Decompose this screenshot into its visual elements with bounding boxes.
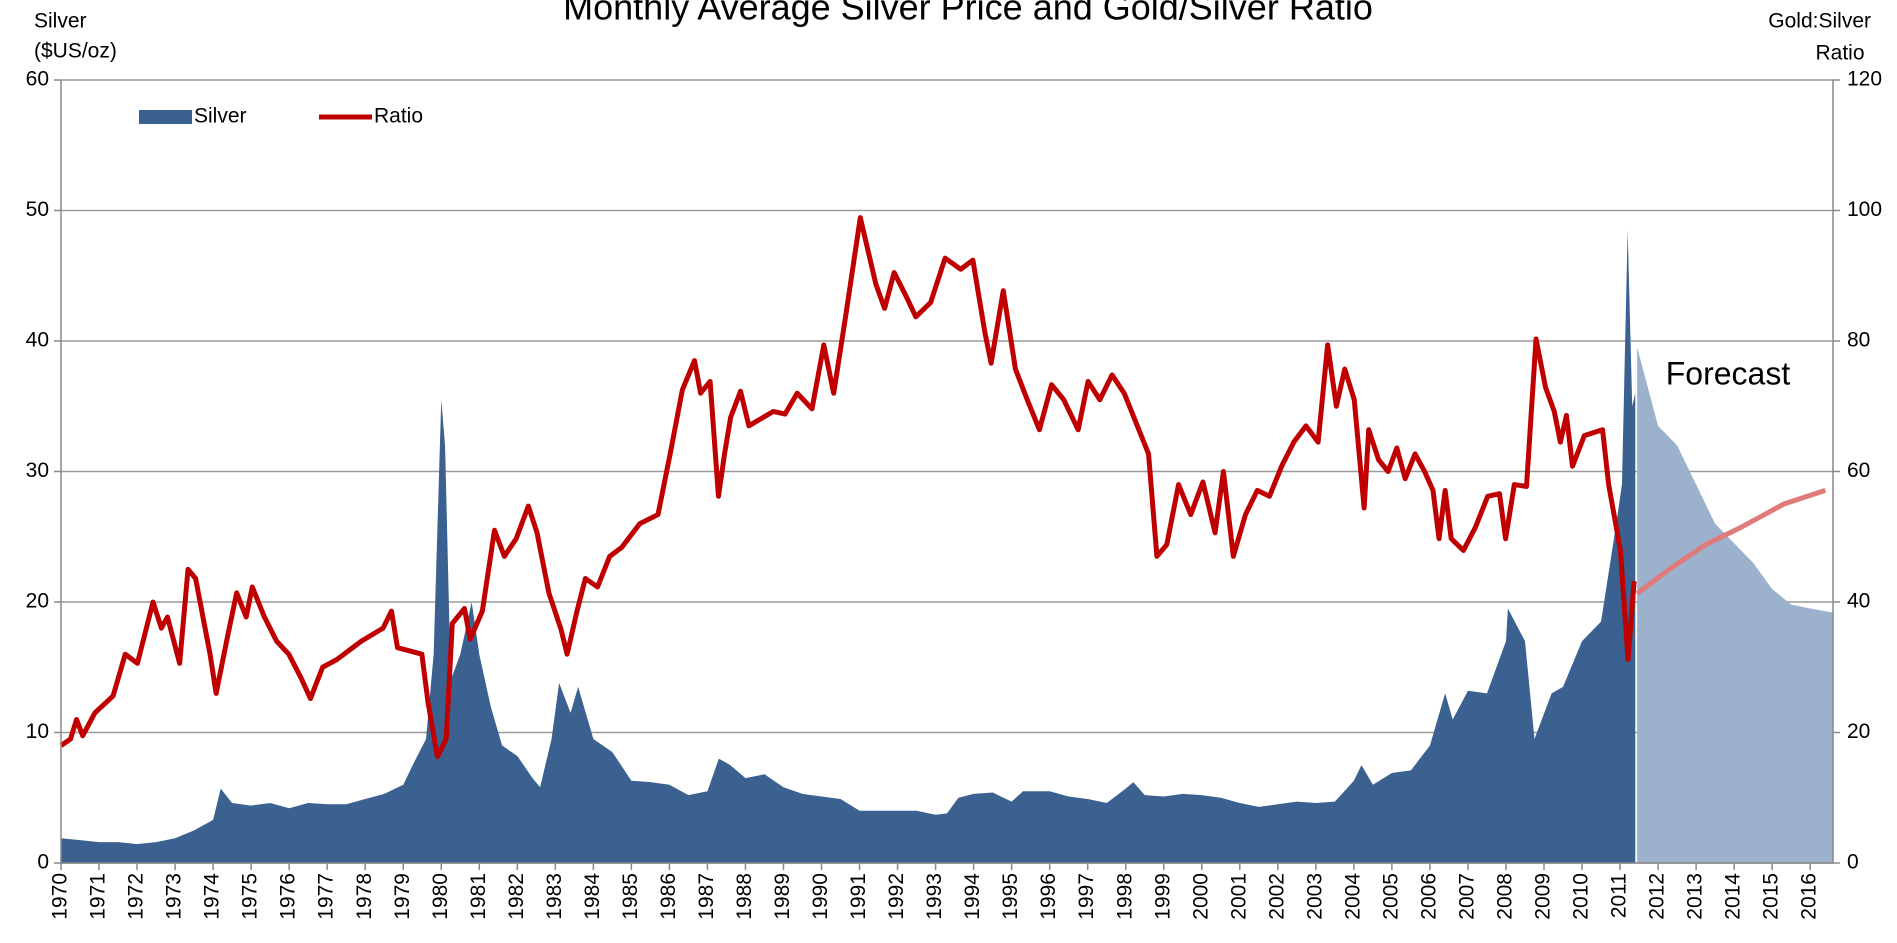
y2-tick-label: 20 xyxy=(1847,720,1870,743)
forecast-line xyxy=(1635,488,1827,596)
x-tick-label: 2006 xyxy=(1417,873,1440,920)
area xyxy=(61,230,1636,863)
plot-area xyxy=(59,215,1833,863)
x-tick-label: 1977 xyxy=(315,873,338,920)
x-tick-label: 1979 xyxy=(391,873,414,920)
x-tick-label: 1993 xyxy=(923,873,946,920)
x-tick-label: 2011 xyxy=(1608,873,1631,918)
y2-tick-label: 120 xyxy=(1847,68,1882,91)
x-tick-label: 1973 xyxy=(163,873,186,920)
y-tick-label: 40 xyxy=(26,329,49,352)
x-tick-label: 1997 xyxy=(1075,873,1098,920)
grid xyxy=(61,79,1833,864)
y2-tick-label: 40 xyxy=(1847,590,1870,613)
x-tick-label: 2007 xyxy=(1455,873,1478,920)
y2-axis-label: Ratio xyxy=(1815,42,1864,65)
annotation: Forecast xyxy=(1666,355,1791,391)
x-tick-label: 1975 xyxy=(239,873,262,920)
x-tick-label: 1982 xyxy=(505,873,528,920)
y-tick-label: 30 xyxy=(26,459,49,482)
y-tick-label: 10 xyxy=(26,720,49,743)
x-tick-label: 2005 xyxy=(1379,873,1402,920)
legend-label: Silver xyxy=(194,105,247,128)
x-tick-label: 2015 xyxy=(1760,873,1783,920)
y2-tick-label: 0 xyxy=(1847,851,1859,874)
x-tick-label: 1983 xyxy=(543,873,566,920)
x-tick-label: 1978 xyxy=(353,873,376,920)
y2-tick-label: 60 xyxy=(1847,459,1870,482)
x-tick-label: 1981 xyxy=(467,873,490,920)
x-tick-label: 1999 xyxy=(1151,873,1174,920)
y-axis-label: ($US/oz) xyxy=(34,40,117,63)
y-tick-label: 20 xyxy=(26,590,49,613)
x-tick-label: 1971 xyxy=(87,873,110,920)
x-tick-label: 1996 xyxy=(1037,873,1060,920)
y-tick-label: 50 xyxy=(26,198,49,221)
x-tick-label: 1986 xyxy=(657,873,680,920)
y2-tick-label: 80 xyxy=(1847,329,1870,352)
x-tick-label: 1991 xyxy=(847,873,870,920)
x-tick-label: 1985 xyxy=(619,873,642,920)
x-tick-label: 2012 xyxy=(1646,873,1669,920)
line xyxy=(59,215,1637,760)
y-tick-label: 0 xyxy=(37,851,49,874)
x-tick-label: 2004 xyxy=(1341,873,1364,920)
x-tick-label: 2009 xyxy=(1532,873,1555,920)
legend-swatch xyxy=(139,110,192,124)
x-tick-label: 2008 xyxy=(1494,873,1517,920)
x-tick-label: 1998 xyxy=(1113,873,1136,920)
x-tick-label: 1995 xyxy=(999,873,1022,920)
x-tick-label: 2010 xyxy=(1570,873,1593,920)
chart-title: Monthly Average Silver Price and Gold/Si… xyxy=(563,0,1373,28)
x-tick-label: 2002 xyxy=(1265,873,1288,920)
x-tick-label: 1970 xyxy=(49,873,72,920)
x-tick-label: 1972 xyxy=(125,873,148,920)
y-axis-label: Silver xyxy=(34,10,87,33)
y2-tick-label: 100 xyxy=(1847,198,1882,221)
x-tick-label: 1988 xyxy=(733,873,756,920)
x-tick-label: 2000 xyxy=(1189,873,1212,920)
x-tick-label: 2001 xyxy=(1227,873,1250,920)
x-tick-label: 1987 xyxy=(695,873,718,920)
x-tick-label: 2014 xyxy=(1722,873,1745,920)
y-tick-label: 60 xyxy=(26,68,49,91)
y2-axis-label: Gold:Silver xyxy=(1768,10,1871,33)
x-tick-label: 1990 xyxy=(809,873,832,920)
axes: 0 10 20 30 40 50 60 0 20 40 60 80 100 120 1970 1971 1972… xyxy=(26,68,1882,920)
x-tick-label: 1992 xyxy=(885,873,908,920)
x-tick-label: 2016 xyxy=(1798,873,1821,920)
forecast-area xyxy=(1637,347,1833,863)
x-tick-label: 2003 xyxy=(1303,873,1326,920)
x-tick-label: 1976 xyxy=(277,873,300,920)
x-tick-label: 1980 xyxy=(429,873,452,920)
x-tick-label: 1989 xyxy=(771,873,794,920)
x-tick-label: 1974 xyxy=(201,873,224,920)
x-tick-label: 1994 xyxy=(961,873,984,920)
x-tick-label: 2013 xyxy=(1684,873,1707,920)
x-tick-label: 1984 xyxy=(581,873,604,920)
legend-label: Ratio xyxy=(374,105,423,128)
